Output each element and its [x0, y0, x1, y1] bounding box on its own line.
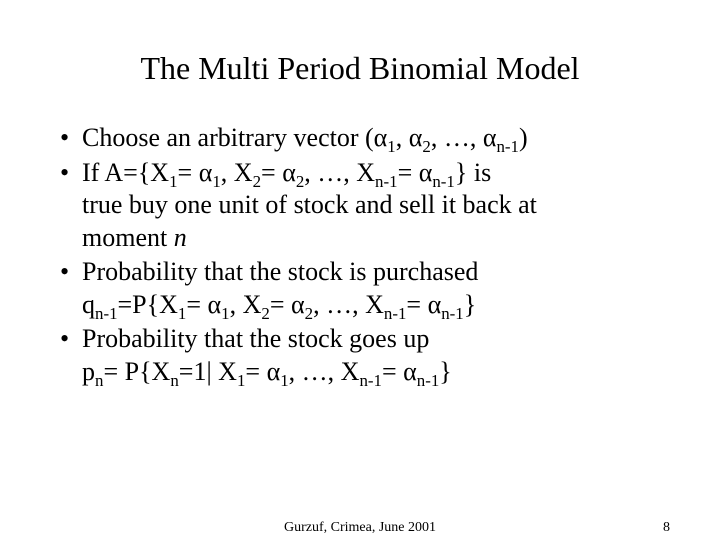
- text: , …, X: [313, 290, 384, 319]
- bullet-3: Probability that the stock is purchased …: [60, 256, 670, 321]
- page-number: 8: [663, 520, 670, 536]
- sub: n-1: [417, 371, 440, 390]
- footer-location: Gurzuf, Crimea, June 2001: [50, 520, 670, 536]
- text: , …,: [431, 123, 483, 152]
- sub: 2: [261, 304, 269, 323]
- bullet-4: Probability that the stock goes up p n= P…: [60, 323, 670, 388]
- text: =: [261, 158, 282, 187]
- text: =: [178, 158, 199, 187]
- text: =P{X: [118, 290, 178, 319]
- text: =: [245, 357, 266, 386]
- text: = P{X: [103, 357, 170, 386]
- text: Probability that the stock goes up: [82, 324, 429, 353]
- text-line: pn= P{Xn=1| X1= α1, …, Xn-1= αn-1}: [82, 356, 670, 389]
- alpha: α: [199, 158, 213, 187]
- sub: n-1: [432, 172, 455, 191]
- alpha: α: [483, 123, 497, 152]
- text: , X: [221, 158, 253, 187]
- text: } is: [455, 158, 491, 187]
- alpha: α: [409, 123, 423, 152]
- sub: 1: [221, 304, 229, 323]
- sub: n-1: [384, 304, 407, 323]
- alpha: α: [428, 290, 442, 319]
- sub: 2: [253, 172, 261, 191]
- alpha: α: [419, 158, 433, 187]
- slide: The Multi Period Binomial Model Choose a…: [0, 0, 720, 540]
- text: If A={X: [82, 158, 169, 187]
- text: =: [406, 290, 427, 319]
- text: ): [519, 123, 528, 152]
- bullet-list: Choose an arbitrary vector (α1, α2, …, α…: [60, 122, 670, 388]
- sub: n-1: [375, 172, 398, 191]
- sub: 2: [422, 137, 430, 156]
- sub: 2: [296, 172, 304, 191]
- sub: n-1: [441, 304, 464, 323]
- sub: n: [170, 371, 178, 390]
- text: p: [82, 357, 95, 386]
- sub: 1: [387, 137, 395, 156]
- text: =1| X: [179, 357, 237, 386]
- sub: 2: [305, 304, 313, 323]
- sub: n-1: [95, 304, 118, 323]
- text: =: [186, 290, 207, 319]
- text: =: [382, 357, 403, 386]
- alpha: α: [208, 290, 222, 319]
- text: =: [398, 158, 419, 187]
- text: moment: [82, 223, 174, 252]
- alpha: α: [282, 158, 296, 187]
- text: }: [464, 290, 476, 319]
- sub: n-1: [359, 371, 382, 390]
- text: true buy one unit of stock and sell it b…: [82, 189, 670, 222]
- alpha: α: [267, 357, 281, 386]
- alpha: α: [374, 123, 388, 152]
- alpha: α: [291, 290, 305, 319]
- text-line: moment n: [82, 222, 670, 255]
- text: Choose an arbitrary vector (: [82, 123, 374, 152]
- text: ,: [396, 123, 409, 152]
- text: }: [439, 357, 451, 386]
- text: Probability that the stock is purchased: [82, 257, 478, 286]
- italic-n: n: [174, 223, 187, 252]
- text: , X: [230, 290, 262, 319]
- text-line: qn-1=P{X1= α1, X2= α2, …, Xn-1= αn-1}: [82, 289, 670, 322]
- text: , …, X: [304, 158, 375, 187]
- sub: n-1: [496, 137, 519, 156]
- text: =: [270, 290, 291, 319]
- sub: 1: [212, 172, 220, 191]
- text: , …, X: [289, 357, 360, 386]
- bullet-1: Choose an arbitrary vector (α1, α2, …, α…: [60, 122, 670, 155]
- bullet-2: If A={X1= α1, X2= α2, …, Xn-1= αn-1} is …: [60, 157, 670, 255]
- text: q: [82, 290, 95, 319]
- sub: 1: [280, 371, 288, 390]
- sub: 1: [169, 172, 177, 191]
- slide-title: The Multi Period Binomial Model: [50, 50, 670, 87]
- alpha: α: [403, 357, 417, 386]
